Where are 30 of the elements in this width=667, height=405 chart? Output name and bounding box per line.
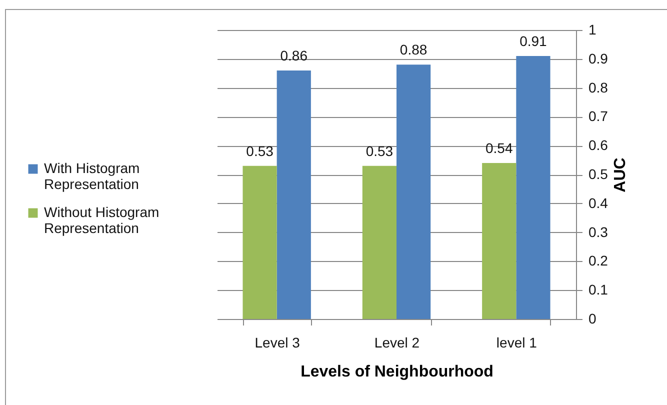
y-tick-label: 0.9 xyxy=(588,50,608,66)
y-tick-label: 0.5 xyxy=(588,166,608,182)
data-label: 0.88 xyxy=(400,42,428,58)
y-tick-label: 0.4 xyxy=(588,194,608,211)
y-tick-label: 0.6 xyxy=(588,137,608,154)
y-tick-label: 0.3 xyxy=(588,224,608,240)
bar xyxy=(516,56,550,319)
legend-label: Without Histogram Representation xyxy=(44,204,160,236)
data-label: 0.54 xyxy=(485,140,513,156)
bar xyxy=(276,70,311,319)
bar xyxy=(396,64,431,319)
y-tick-label: 0.1 xyxy=(588,282,608,298)
y-tick-label: 0.7 xyxy=(588,108,608,124)
y-axis-title: AUC xyxy=(612,157,629,192)
x-axis-title: Levels of Neighbourhood xyxy=(300,364,494,380)
bar xyxy=(362,166,396,319)
y-tick-label: 1 xyxy=(588,22,596,38)
y-tick-label: 0.8 xyxy=(588,79,608,96)
bar xyxy=(482,162,516,319)
x-tick-label: Level 3 xyxy=(254,334,300,350)
x-tick-label: Level 2 xyxy=(374,334,420,350)
data-label: 0.86 xyxy=(280,47,308,64)
x-tick-label: level 1 xyxy=(496,334,538,350)
data-label: 0.53 xyxy=(366,142,394,159)
y-tick-label: 0 xyxy=(588,310,596,326)
y-tick-label: 0.2 xyxy=(588,252,608,269)
data-label: 0.91 xyxy=(520,33,548,50)
bar xyxy=(242,166,277,319)
data-label: 0.53 xyxy=(246,142,274,159)
legend-label: With Histogram Representation xyxy=(44,160,140,192)
